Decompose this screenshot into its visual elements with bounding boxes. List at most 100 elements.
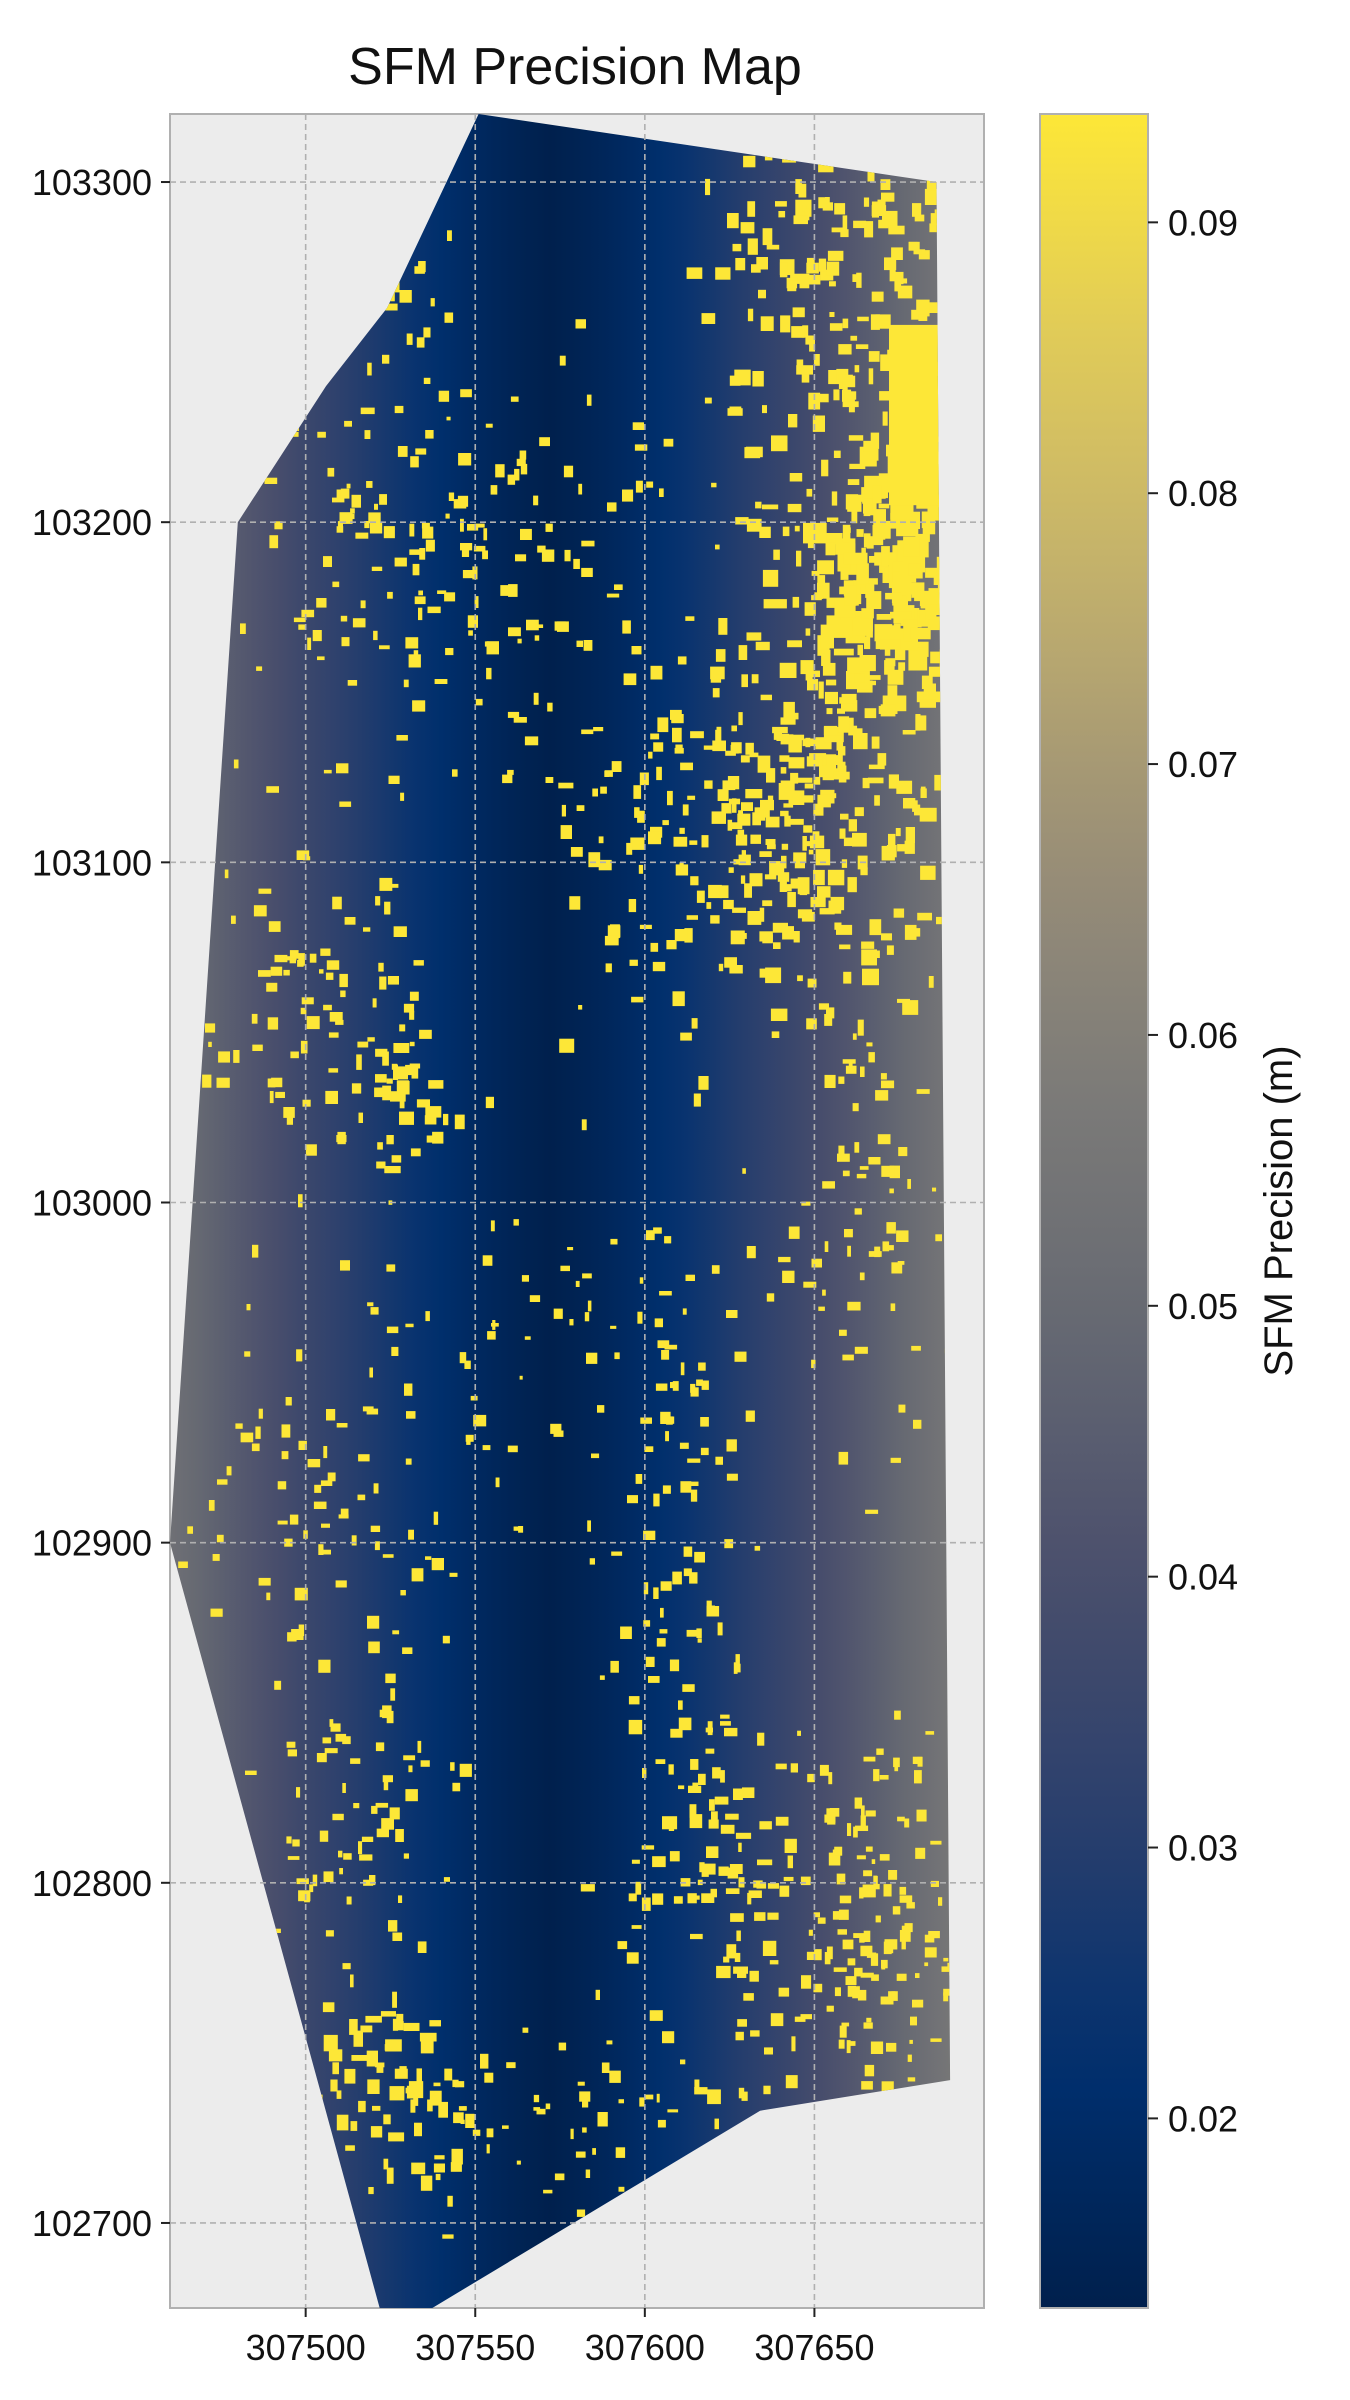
high-error-spot: [842, 1170, 850, 1177]
high-error-spot: [779, 662, 797, 678]
high-error-spot: [385, 1673, 396, 1684]
high-error-spot: [807, 541, 814, 549]
high-error-spot: [363, 1879, 374, 1886]
high-error-spot: [826, 1007, 835, 1019]
high-error-spot: [687, 1893, 697, 1904]
high-error-spot: [318, 1544, 324, 1555]
high-error-spot: [217, 1479, 228, 1485]
high-error-spot: [820, 70, 831, 82]
high-error-spot: [866, 2017, 872, 2023]
high-error-spot: [806, 670, 820, 678]
high-error-spot: [755, 501, 762, 509]
high-error-spot: [468, 630, 473, 636]
high-error-spot: [871, 201, 879, 218]
high-error-spot: [637, 810, 645, 823]
high-error-spot: [853, 220, 867, 229]
high-error-spot: [836, 735, 844, 751]
high-error-spot: [450, 2162, 462, 2172]
high-error-spot: [258, 1408, 263, 1419]
high-error-spot: [806, 64, 822, 81]
high-error-spot: [866, 1042, 873, 1047]
high-error-spot: [864, 708, 877, 719]
high-error-spot: [859, 655, 876, 672]
high-error-spot: [420, 1760, 430, 1767]
high-error-spot: [335, 1733, 347, 1742]
high-error-spot: [821, 649, 831, 666]
high-error-spot: [847, 494, 862, 512]
high-error-spot: [741, 2091, 748, 2101]
high-error-spot: [615, 2147, 626, 2158]
high-error-spot: [764, 2047, 773, 2055]
high-error-spot: [235, 1423, 243, 1429]
high-error-spot: [332, 581, 340, 588]
high-error-spot: [210, 1608, 223, 1617]
high-error-spot: [869, 38, 877, 49]
high-error-spot: [894, 641, 906, 661]
high-error-spot: [342, 1963, 351, 1970]
high-error-spot: [857, 1019, 864, 1036]
high-error-spot: [620, 1626, 632, 1639]
high-error-spot: [904, 840, 915, 854]
high-error-spot: [750, 834, 761, 844]
high-error-spot: [638, 864, 644, 874]
high-error-spot: [339, 973, 348, 988]
high-error-spot: [799, 280, 810, 289]
high-error-spot: [728, 867, 734, 873]
high-error-spot: [865, 1846, 873, 1852]
high-error-spot: [852, 1986, 860, 1999]
high-error-spot: [705, 178, 711, 196]
high-error-spot: [787, 1855, 793, 1869]
high-error-spot: [358, 1112, 363, 1123]
high-error-spot: [943, 1988, 951, 1996]
high-error-spot: [839, 2025, 847, 2038]
high-error-spot: [903, 536, 920, 557]
high-error-spot: [880, 1996, 894, 2005]
high-error-spot: [317, 656, 325, 661]
high-error-spot: [732, 798, 737, 813]
high-error-spot: [865, 1509, 879, 1514]
high-error-spot: [874, 1246, 881, 1258]
high-error-spot: [766, 768, 776, 783]
high-error-spot: [506, 2062, 516, 2069]
high-error-spot: [258, 970, 271, 977]
high-error-spot: [267, 1017, 279, 1030]
high-error-spot: [558, 782, 574, 789]
high-error-spot: [848, 435, 864, 441]
high-error-spot: [811, 1359, 816, 1369]
high-error-spot: [891, 1991, 896, 1997]
high-error-spot: [899, 1930, 911, 1942]
high-error-spot: [980, 0, 996, 1]
high-error-spot: [860, 867, 868, 876]
high-error-spot: [819, 908, 835, 915]
high-error-spot: [409, 991, 419, 1001]
high-error-spot: [406, 333, 413, 345]
high-error-spot: [876, 614, 892, 620]
high-error-spot: [591, 1453, 600, 1459]
high-error-spot: [914, 31, 926, 48]
high-error-spot: [700, 1447, 709, 1456]
high-error-spot: [694, 2079, 700, 2089]
high-error-spot: [721, 803, 732, 814]
high-error-spot: [405, 1323, 414, 1328]
high-error-spot: [474, 596, 479, 608]
high-error-spot: [699, 1862, 705, 1873]
high-error-spot: [650, 665, 663, 680]
high-error-spot: [875, 1915, 881, 1923]
high-error-spot: [655, 1383, 668, 1391]
high-error-spot: [762, 1940, 777, 1956]
high-error-spot: [666, 1416, 673, 1425]
high-error-spot: [694, 2087, 708, 2095]
high-error-spot: [269, 535, 279, 549]
high-error-spot: [212, 1554, 220, 1561]
high-error-spot: [277, 1481, 287, 1490]
high-error-spot: [369, 1367, 373, 1378]
high-error-spot: [720, 1714, 730, 1719]
high-error-spot: [286, 1741, 296, 1748]
high-error-spot: [1012, 11, 1021, 24]
high-error-spot: [376, 2063, 384, 2073]
high-error-spot: [726, 1310, 738, 1318]
high-error-spot: [340, 615, 348, 622]
high-error-spot: [306, 1016, 320, 1030]
high-error-spot: [357, 1041, 369, 1048]
high-error-spot: [788, 757, 805, 769]
